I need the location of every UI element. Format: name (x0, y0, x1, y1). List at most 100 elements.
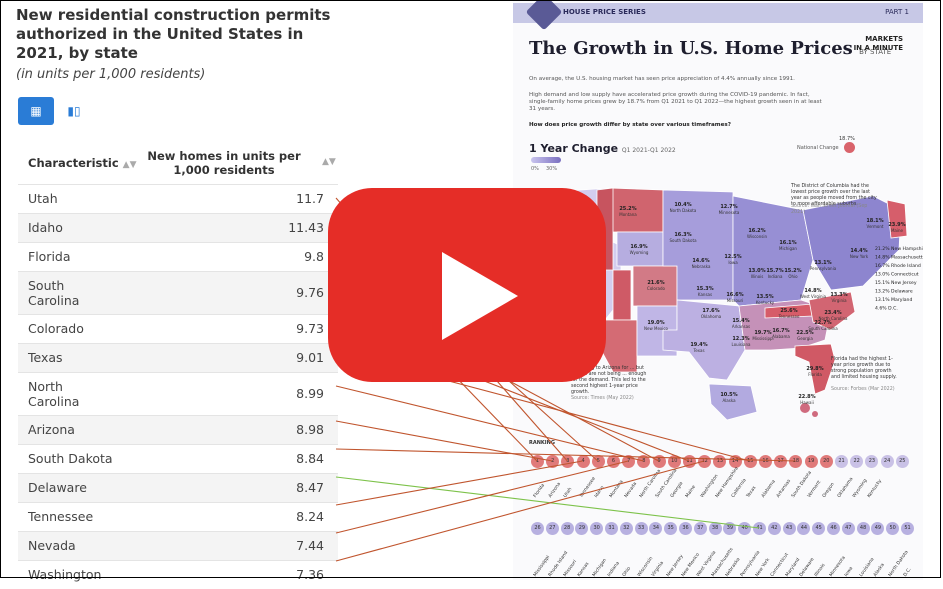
rank-dot: 20 (819, 455, 833, 468)
rank-dot: 43 (782, 522, 796, 535)
map-value-label: 22.8% (798, 394, 815, 400)
map-state-label: West Virginia (800, 294, 827, 299)
map-value-label: 10.5% (720, 392, 737, 398)
table-row: Washington 7.36 (18, 560, 338, 589)
map-value-label: 15.4% (732, 318, 749, 324)
dc-annotation: The District of Columbia had the lowest … (791, 184, 877, 207)
table-row: Colorado 9.73 (18, 314, 338, 343)
map-value-label: 14.8% (804, 288, 821, 294)
map-carolinas (808, 291, 856, 331)
connector-line (335, 448, 796, 462)
infographic-title: The Growth in U.S. Home Prices BY STATE (529, 38, 891, 59)
table-row: South Carolina 9.76 (18, 271, 338, 314)
table-icon: ▦ (30, 104, 42, 118)
rank-dot: 31 (605, 522, 618, 535)
rank-dot: 2 (546, 455, 560, 468)
connector-line (335, 385, 644, 462)
row-value: 8.84 (296, 451, 324, 466)
map-state-label: Georgia (797, 336, 813, 341)
dc-source: Source: Wall Street Journal (Sep 2021) (791, 204, 868, 215)
az-source: Source: Times (May 2022) (571, 396, 634, 401)
row-state: Washington (28, 567, 102, 582)
east-state-label: 13.1% Maryland (875, 297, 912, 303)
table-row: Delaware 8.47 (18, 473, 338, 502)
ranking-label: RANKING (529, 440, 555, 446)
column-header-characteristic[interactable]: Characteristic ▲▼ (28, 156, 137, 170)
row-value: 7.36 (296, 567, 324, 582)
map-value-label: 15.3% (696, 286, 713, 292)
connector-line (335, 460, 629, 534)
rank-dot: 48 (856, 522, 870, 535)
data-table-body: Utah 11.7 Idaho 11.43 Florida 9.8 South Caroli… (18, 184, 338, 589)
east-state-label: 14.8% Massachusetts (875, 255, 923, 261)
row-value: 9.73 (296, 321, 324, 336)
map-value-label: 17.6% (702, 308, 719, 314)
table-row: Nevada 7.44 (18, 531, 338, 560)
row-value: 8.98 (296, 422, 324, 437)
map-value-label: 14.4% (850, 248, 867, 254)
video-play-button[interactable] (328, 188, 606, 382)
question-text: How does price growth differ by state ov… (529, 122, 731, 128)
row-state: Texas (28, 350, 63, 365)
map-state-label: Iowa (728, 260, 738, 265)
map-value-label: 29.8% (806, 366, 823, 372)
map-state-label: Kentucky (756, 300, 775, 305)
column-header-value[interactable]: New homes in units per 1,000 residents (134, 149, 314, 177)
map-state-label: Hawaii (800, 400, 813, 405)
rank-dot: 49 (871, 522, 885, 535)
table-row: Arizona 8.98 (18, 415, 338, 444)
scale-max: 30% (546, 166, 558, 172)
rank-dot: 18 (789, 455, 803, 468)
table-row: Idaho 11.43 (18, 213, 338, 242)
row-state: South Carolina (28, 278, 80, 308)
map-value-label: 16.6% (726, 292, 743, 298)
rank-dot: 23 (865, 455, 879, 468)
map-value-label: 16.9% (630, 244, 647, 250)
national-marker (844, 142, 855, 153)
map-value-label: 15.7% (766, 268, 783, 274)
rank-dot: 42 (767, 522, 781, 535)
rank-dot: 4 (576, 455, 590, 468)
chart-subtitle: (in units per 1,000 residents) (16, 67, 206, 82)
map-state-label: Missouri (727, 298, 743, 303)
map-state-label: Indiana (768, 274, 783, 279)
row-value: 9.01 (296, 350, 324, 365)
row-value: 9.8 (304, 249, 324, 264)
chart-title: New residential construction permits aut… (16, 6, 331, 62)
column-label-value: New homes in units per 1,000 residents (147, 149, 301, 177)
map-value-label: 18.1% (866, 218, 883, 224)
infographic-title-text: The Growth in U.S. Home Prices (529, 38, 853, 59)
map-value-label: 16.1% (779, 240, 796, 246)
chart-view-button[interactable]: ▮▯ (56, 97, 92, 125)
map-value-label: 13.5% (756, 294, 773, 300)
rank-dot: 46 (827, 522, 840, 535)
map-state-label: Montana (619, 212, 637, 217)
infographic-title-suffix: BY STATE (859, 48, 892, 56)
sort-icon: ▲▼ (122, 160, 137, 170)
row-state: Arizona (28, 422, 75, 437)
map-value-label: 12.3% (732, 336, 749, 342)
row-value: 8.47 (296, 480, 324, 495)
map-value-label: 16.3% (674, 232, 691, 238)
map-state-label: Alaska (722, 398, 736, 403)
map-state-label: Minnesota (719, 210, 740, 215)
rank-dot: 50 (886, 522, 900, 535)
national-label: National Change (797, 145, 839, 151)
map-state-label: New York (850, 254, 869, 259)
play-icon (442, 252, 518, 340)
map-value-label: 16.7% (772, 328, 789, 334)
map-value-label: 12.7% (720, 204, 737, 210)
table-view-button[interactable]: ▦ (18, 97, 54, 125)
map-state-label: Louisiana (732, 342, 751, 347)
rank-dot: 34 (649, 522, 663, 535)
rank-dot: 16 (759, 455, 772, 468)
table-row: Florida 9.8 (18, 242, 338, 271)
rank-dot: 33 (634, 522, 648, 535)
map-state-label: Ohio (788, 274, 798, 279)
map-state-label: Nebraska (692, 264, 711, 269)
row-state: Nevada (28, 538, 76, 553)
fl-source: Source: Forbes (Mar 2022) (831, 387, 895, 392)
map-state-label: Wisconsin (747, 234, 767, 239)
map-value-label: 23.4% (824, 310, 841, 316)
series-label: HOUSE PRICE SERIES (563, 8, 646, 16)
